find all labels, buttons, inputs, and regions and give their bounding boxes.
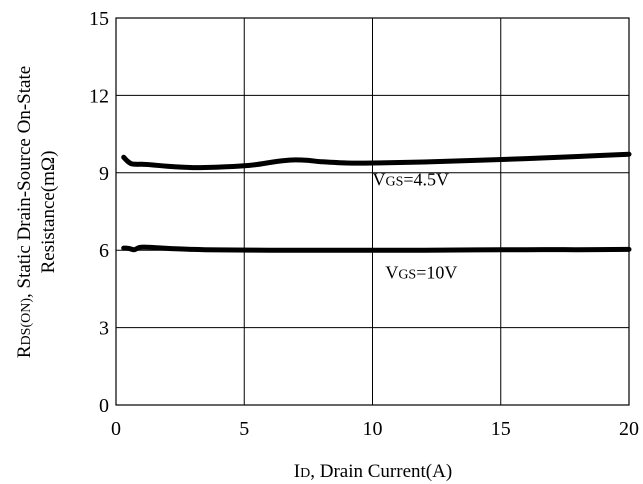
y-tick-label-2: 6 [99,240,109,262]
y-tick-label-3: 9 [99,163,109,185]
y-tick-label-4: 12 [89,85,109,107]
x-tick-label-2: 10 [363,418,383,440]
y-axis-label-line1: RDS(ON), Static Drain-Source On-State [14,66,35,358]
grid [116,18,629,405]
tick-labels: 0 5 10 15 20 0 3 6 9 12 15 [89,8,639,440]
y-axis-label: RDS(ON), Static Drain-Source On-State Re… [14,66,59,358]
series-line-0 [121,151,632,171]
series-line-1 [121,244,632,253]
y-tick-label-1: 3 [99,318,109,340]
x-tick-label-3: 15 [491,418,511,440]
y-tick-label-5: 15 [89,8,109,30]
plot-frame [115,17,630,406]
x-tick-label-0: 0 [111,418,121,440]
series-annotation-1: VGS=10V [385,263,457,283]
y-axis-label-line2: Resistance(mΩ) [38,151,59,274]
x-tick-label-4: 20 [619,418,639,440]
series-annotation-0: VGS=4.5V [373,170,450,190]
annotations: VGS=4.5V VGS=10V [373,170,458,283]
x-axis-label: ID, Drain Current(A) [294,461,452,482]
series-group [121,151,632,253]
x-tick-label-1: 5 [239,418,249,440]
y-tick-label-0: 0 [99,395,109,417]
